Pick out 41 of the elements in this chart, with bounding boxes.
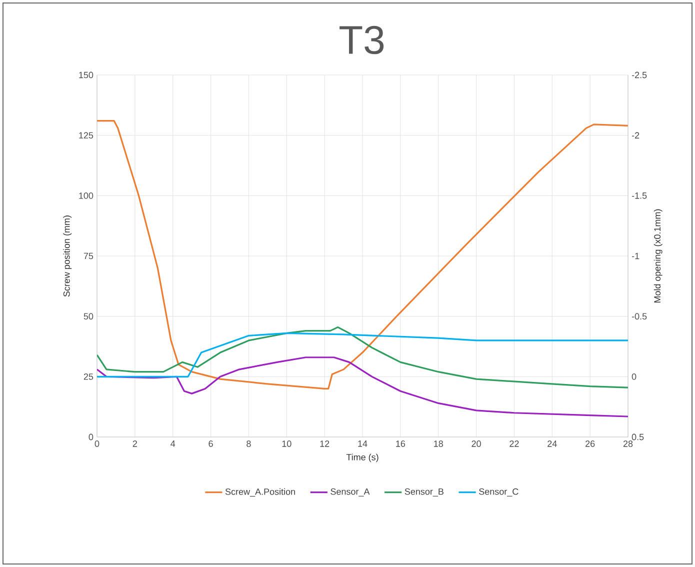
y-tick-label: 25	[84, 373, 94, 380]
x-tick-label: 12	[320, 440, 330, 447]
line-series	[97, 326, 628, 388]
y2-tick-label: -1	[632, 252, 640, 260]
y2-tick-label: -2	[632, 132, 640, 138]
y2-axis-title: Mold opening (x0.1mm)	[654, 209, 662, 303]
x-tick-label: 14	[358, 440, 368, 447]
y-tick-label: 100	[79, 192, 94, 199]
y-tick-label: 50	[84, 313, 94, 320]
legend-label: Screw_A.Position	[225, 488, 295, 497]
y2-tick-label: 0	[632, 373, 636, 380]
x-tick-label: 10	[282, 440, 292, 447]
x-axis-title: Time (s)	[346, 454, 378, 462]
x-tick-label: 26	[586, 440, 595, 447]
line-series	[97, 332, 628, 378]
line-series	[97, 120, 628, 390]
x-tick-label: 24	[548, 440, 557, 447]
x-tick-label: 20	[472, 440, 481, 447]
x-tick-label: 4	[170, 440, 176, 447]
x-tick-label: 0	[94, 440, 100, 447]
x-tick-label: 28	[623, 440, 633, 447]
x-tick-label: 22	[510, 440, 519, 447]
y-axis-title: Screw position (mm)	[63, 216, 72, 297]
x-tick-label: 6	[208, 440, 213, 447]
legend-label: Sensor_C	[479, 488, 518, 496]
y2-tick-label: -1.5	[632, 192, 647, 199]
y-tick-label: 150	[79, 72, 94, 78]
y2-tick-label: -0.5	[632, 313, 647, 320]
x-tick-label: 2	[132, 440, 137, 447]
y-tick-label: 0	[88, 434, 94, 440]
chart-title: T3	[340, 26, 384, 54]
x-tick-label: 16	[396, 440, 406, 447]
x-tick-label: 18	[434, 440, 443, 447]
legend-label: Sensor_A	[330, 488, 370, 496]
x-tick-label: 8	[246, 440, 251, 447]
legend-label: Sensor_B	[404, 488, 444, 496]
y2-tick-label: -2.5	[632, 72, 647, 78]
line-series	[97, 356, 628, 418]
y-tick-label: 125	[79, 132, 94, 139]
y2-tick-label: 0.5	[632, 434, 644, 440]
y-tick-label: 75	[84, 252, 94, 260]
